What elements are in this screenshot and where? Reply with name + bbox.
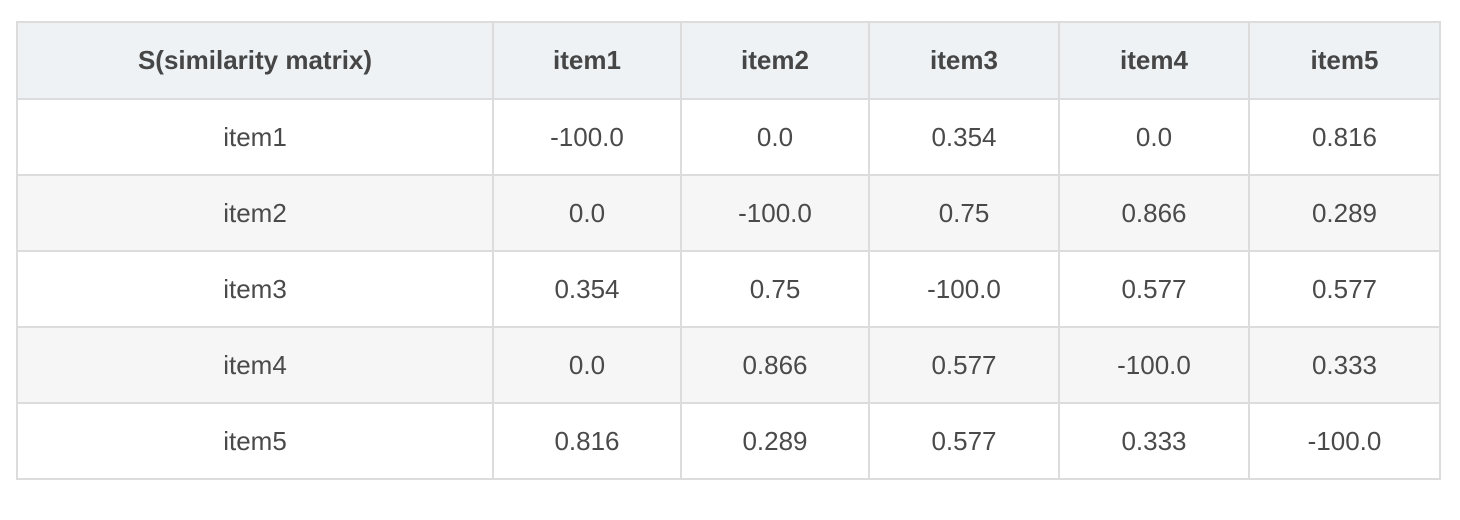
column-header-item5: item5 [1248,21,1441,100]
column-header-item3: item3 [868,21,1060,100]
table-cell: 0.866 [1058,174,1250,252]
table-cell: 0.333 [1058,402,1250,480]
row-label: item1 [16,98,494,176]
header-row: S(similarity matrix) item1 item2 item3 i… [16,21,1441,100]
table-cell: 0.577 [868,402,1060,480]
table-cell: 0.577 [868,326,1060,404]
column-header-item2: item2 [680,21,870,100]
table-row: item2 0.0 -100.0 0.75 0.866 0.289 [16,174,1441,252]
row-label: item4 [16,326,494,404]
table-cell: -100.0 [1248,402,1441,480]
table-cell: 0.0 [492,174,682,252]
table-cell: -100.0 [868,250,1060,328]
table-cell: 0.75 [868,174,1060,252]
table-cell: 0.333 [1248,326,1441,404]
table-cell: -100.0 [1058,326,1250,404]
table-body: item1 -100.0 0.0 0.354 0.0 0.816 item2 0… [16,98,1441,480]
column-header-item4: item4 [1058,21,1250,100]
table-cell: 0.289 [680,402,870,480]
row-label: item2 [16,174,494,252]
table-cell: 0.866 [680,326,870,404]
row-label: item3 [16,250,494,328]
table-row: item3 0.354 0.75 -100.0 0.577 0.577 [16,250,1441,328]
table-row: item1 -100.0 0.0 0.354 0.0 0.816 [16,98,1441,176]
table-cell: 0.354 [492,250,682,328]
table-cell: 0.354 [868,98,1060,176]
similarity-matrix-table: S(similarity matrix) item1 item2 item3 i… [16,21,1441,480]
row-label: item5 [16,402,494,480]
table-cell: 0.75 [680,250,870,328]
table-cell: 0.816 [492,402,682,480]
table-cell: 0.577 [1058,250,1250,328]
table-cell: -100.0 [492,98,682,176]
table-row: item5 0.816 0.289 0.577 0.333 -100.0 [16,402,1441,480]
corner-header-cell: S(similarity matrix) [16,21,494,100]
column-header-item1: item1 [492,21,682,100]
table-cell: 0.289 [1248,174,1441,252]
table-header: S(similarity matrix) item1 item2 item3 i… [16,21,1441,100]
table-cell: 0.577 [1248,250,1441,328]
table-cell: 0.0 [680,98,870,176]
table-cell: 0.0 [492,326,682,404]
table-row: item4 0.0 0.866 0.577 -100.0 0.333 [16,326,1441,404]
table-cell: -100.0 [680,174,870,252]
table-cell: 0.0 [1058,98,1250,176]
table-cell: 0.816 [1248,98,1441,176]
similarity-matrix-table-container: S(similarity matrix) item1 item2 item3 i… [16,21,1441,480]
